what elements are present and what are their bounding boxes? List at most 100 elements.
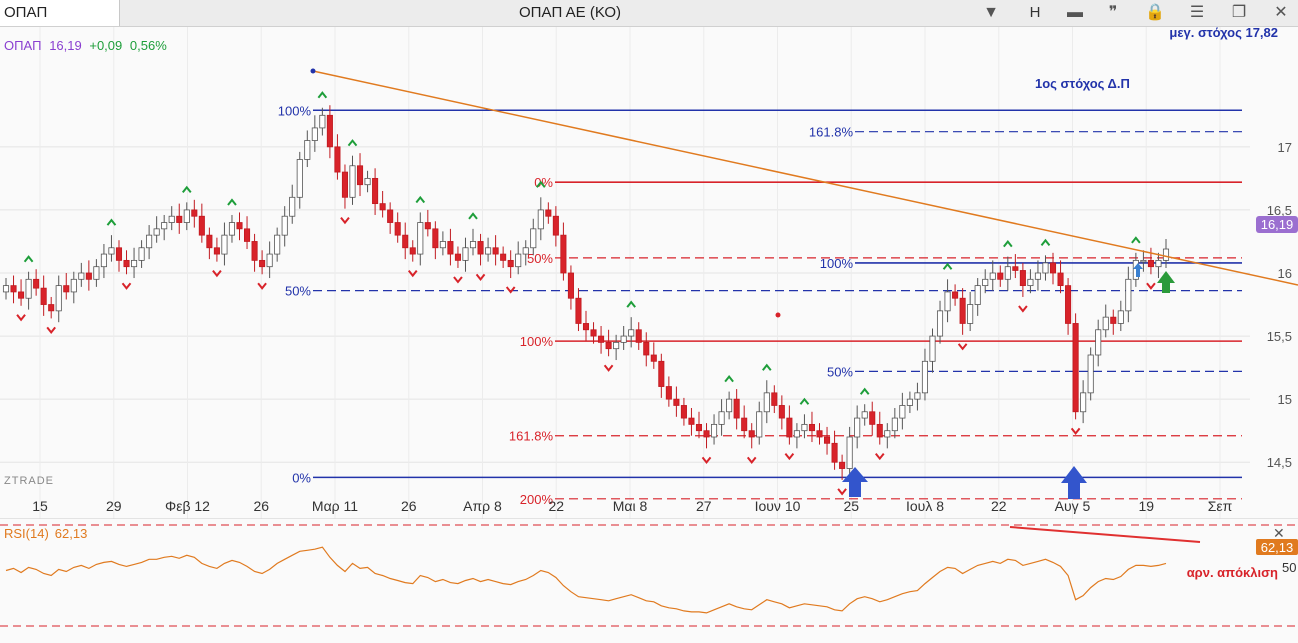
candle-body	[33, 278, 40, 289]
candle-body	[650, 354, 657, 362]
candle-body	[786, 417, 793, 438]
candle-body	[349, 165, 356, 198]
rsi-close-icon[interactable]: ✕	[1273, 525, 1285, 541]
candle-body	[635, 329, 642, 343]
candle-body	[477, 241, 484, 255]
candle-body	[153, 228, 160, 236]
quote-icon[interactable]: ❞	[1108, 4, 1118, 21]
period-button[interactable]: H	[1029, 4, 1041, 21]
rsi-pane	[0, 519, 1298, 643]
candle-body	[379, 203, 386, 211]
candle-body	[409, 247, 416, 255]
time-tick-label: Ιουν 10	[755, 498, 801, 514]
candle-body	[763, 392, 770, 413]
candle-body	[522, 247, 529, 255]
chart[interactable]: 100% 161.8% 0% 50% 100% 50% 100% 50% 161.8% 0% 200…	[0, 27, 1298, 643]
candle-body	[846, 436, 853, 469]
candle-body	[643, 341, 650, 356]
candle-body	[372, 177, 379, 205]
candle-body	[967, 304, 974, 324]
bar-chart-icon[interactable]: ▬	[1067, 4, 1083, 21]
candle-body	[1140, 259, 1147, 263]
chevron-up-icon	[468, 212, 478, 220]
candle-body	[778, 405, 785, 419]
fib-levels: 100% 161.8% 0% 50% 100% 50% 100% 50% 161.8% 0% 200…	[278, 103, 1242, 507]
candle-body	[364, 177, 371, 186]
time-tick-label: 26	[253, 498, 269, 514]
candle-body	[123, 259, 130, 268]
candle-body	[1034, 272, 1041, 280]
close-icon[interactable]: ✕	[1274, 4, 1288, 21]
signals	[16, 91, 1156, 496]
candle-body	[959, 297, 966, 324]
candle-body	[311, 127, 318, 141]
chevron-up-icon	[626, 300, 636, 308]
time-tick-label: Ιουλ 8	[906, 498, 944, 514]
candle-body	[575, 297, 582, 324]
candle-body	[620, 335, 627, 343]
chevron-up-icon	[23, 255, 34, 263]
candle-body	[341, 171, 348, 198]
candle-body	[884, 430, 891, 438]
svg-text:62,13: 62,13	[1261, 540, 1294, 555]
first-target-label: 1ος στόχος Δ.Π	[1035, 76, 1130, 91]
candle-body	[424, 222, 431, 230]
candle-body	[876, 423, 883, 438]
restore-icon[interactable]: ❐	[1231, 4, 1247, 21]
lock-icon[interactable]: 🔒	[1145, 4, 1165, 21]
time-tick-label: Φεβ 12	[165, 498, 210, 514]
candle-body	[914, 392, 921, 400]
candle-body	[40, 287, 47, 305]
chevron-up-icon	[1131, 236, 1141, 244]
candle-body	[198, 215, 205, 236]
time-tick-label: Μαι 8	[613, 498, 648, 514]
dropdown-icon[interactable]: ▼	[983, 4, 999, 21]
candle-body	[1080, 392, 1087, 413]
candle-body	[530, 228, 537, 249]
chevron-up-icon	[942, 262, 953, 270]
candle-body	[176, 215, 183, 223]
candle-body	[447, 241, 454, 255]
legend: ΟΠΑΠ 16,19 +0,09 0,56%	[4, 38, 167, 53]
symbol-input[interactable]: ΟΠΑΠ	[0, 0, 120, 26]
candle-body	[289, 196, 296, 217]
candle-body	[605, 341, 612, 350]
chevron-up-icon	[106, 218, 117, 226]
chevron-down-icon	[475, 273, 486, 282]
candle-body	[1019, 270, 1026, 287]
price-tick-label: 15	[1278, 392, 1292, 407]
candle-body	[567, 272, 574, 299]
candle-body	[402, 234, 409, 249]
candle-body	[108, 247, 115, 255]
candle-body	[1042, 262, 1049, 274]
candle-body	[891, 417, 898, 432]
candle-body	[1117, 310, 1124, 324]
chevron-down-icon	[957, 343, 968, 351]
arrow-up-icon	[1061, 466, 1087, 499]
chevron-up-icon	[799, 397, 810, 405]
chevron-down-icon	[603, 364, 614, 372]
candle-body	[387, 209, 394, 223]
candle-body	[228, 222, 236, 236]
candle-body	[304, 140, 311, 160]
time-tick-label: 25	[843, 498, 859, 514]
menu-icon[interactable]: ☰	[1189, 4, 1205, 21]
last-price-badge: 16,19	[1256, 216, 1298, 233]
candle-body	[1110, 316, 1117, 324]
fib-level-label: 100%	[520, 334, 554, 349]
chevron-up-icon	[536, 180, 546, 188]
candle-body	[138, 247, 145, 261]
candle-body	[748, 430, 755, 438]
chevron-up-icon	[181, 185, 192, 193]
candle-body	[394, 222, 401, 236]
chevron-down-icon	[1018, 305, 1028, 313]
candle-body	[1012, 266, 1019, 271]
svg-text:16,19: 16,19	[1261, 217, 1294, 232]
time-tick-label: Μαρ 11	[312, 498, 358, 514]
candle-body	[492, 247, 499, 255]
candle-body	[1125, 278, 1132, 312]
candle-body	[1102, 316, 1109, 331]
time-tick-label: 19	[1138, 498, 1154, 514]
candle-body	[281, 215, 288, 236]
chevron-up-icon	[724, 374, 734, 383]
